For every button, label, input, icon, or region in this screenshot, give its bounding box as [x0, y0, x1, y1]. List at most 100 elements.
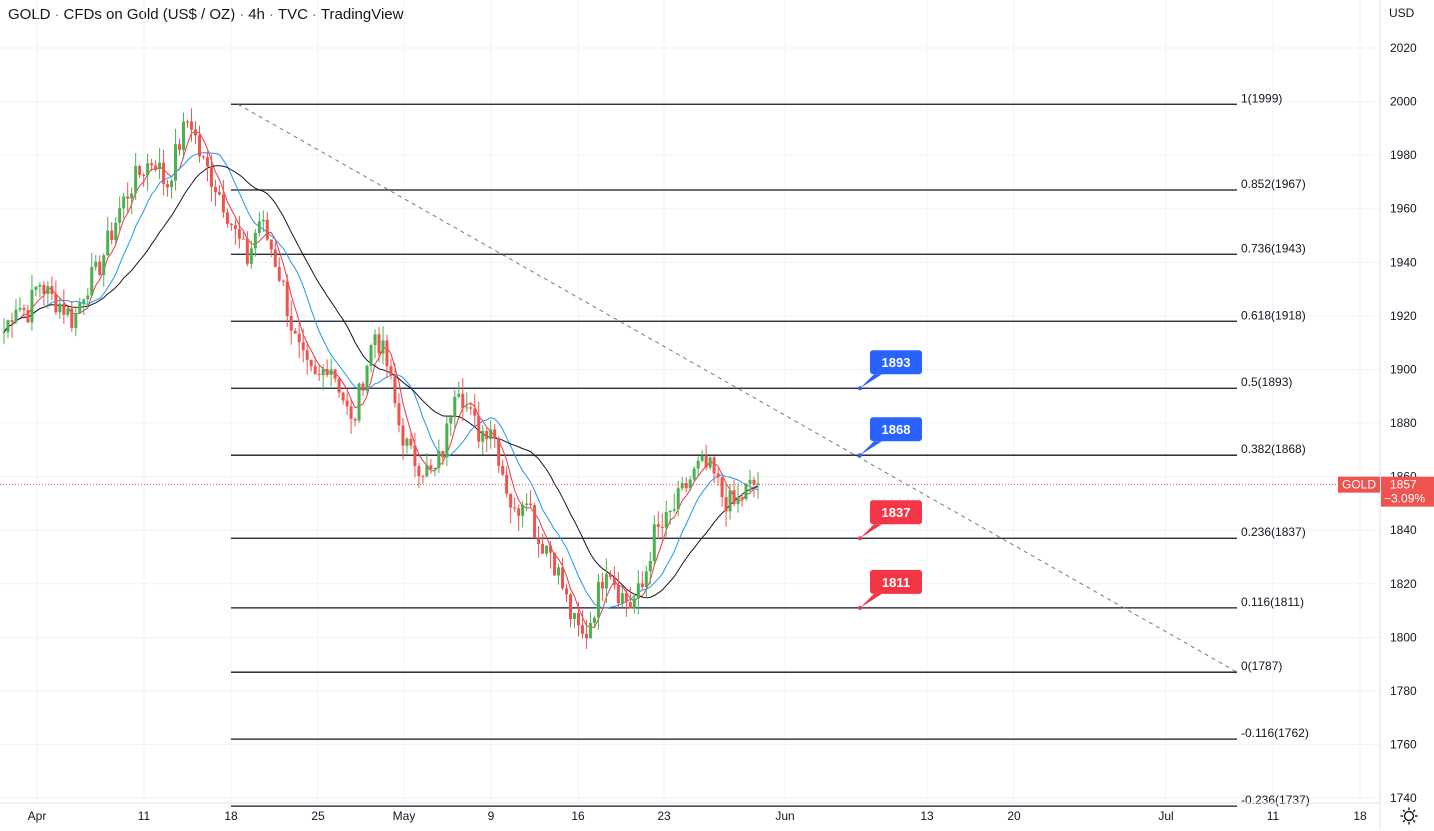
price-tick-label: 1760 [1390, 737, 1417, 751]
price-tick-label: 2020 [1390, 41, 1417, 55]
time-tick-label: 18 [1353, 809, 1367, 823]
candle-body [692, 468, 696, 480]
candle-body [78, 302, 82, 314]
callout-box [870, 417, 922, 442]
candle-body [205, 157, 209, 167]
fib-level-label: 0.236(1837) [1241, 525, 1306, 539]
candle-body [118, 208, 122, 223]
data-source: TradingView [320, 6, 404, 23]
candle-body [393, 375, 397, 404]
callout-pointer [860, 441, 882, 456]
candle-body [190, 121, 194, 130]
candle-body [146, 163, 150, 176]
candle-body [134, 166, 138, 194]
candle-body [26, 310, 30, 323]
candle-body [628, 602, 632, 609]
candle-body [656, 524, 660, 527]
candle-body [221, 194, 225, 213]
candle-body [345, 400, 349, 407]
price-callout: 1868 [858, 417, 922, 458]
chart-title: GOLD · CFDs on Gold (US$ / OZ) · 4h · TVC · Trad… [8, 6, 404, 23]
candle-body [150, 163, 154, 166]
fib-level-label: 0.852(1967) [1241, 177, 1306, 191]
price-tick-label: 1900 [1390, 362, 1417, 376]
callout-box [870, 500, 922, 525]
candle-body [389, 366, 393, 376]
candle-body [632, 598, 636, 609]
candle-body [720, 477, 724, 498]
candle-body [457, 393, 461, 397]
grid [0, 0, 1380, 803]
candle-body [186, 121, 190, 123]
candle-body [225, 212, 229, 224]
candle-body [197, 135, 201, 157]
candle-body [357, 383, 361, 421]
price-tick-label: 1800 [1390, 630, 1417, 644]
candle-body [353, 418, 357, 421]
candle-body [600, 581, 604, 589]
price-tick-label: 1780 [1390, 684, 1417, 698]
candle-body [620, 593, 624, 604]
fib-level-label: 0(1787) [1241, 659, 1282, 673]
candle-body [305, 350, 309, 360]
candle-body [329, 369, 333, 375]
candle-body [576, 613, 580, 626]
candle-body [365, 365, 369, 391]
time-tick-label: 20 [1007, 809, 1021, 823]
candle-body [680, 483, 684, 489]
candle-body [381, 340, 385, 354]
callout-box [870, 350, 922, 375]
fib-level-label: -0.116(1762) [1241, 726, 1309, 740]
settings-icon[interactable] [1399, 806, 1419, 826]
fib-level-label: 0.736(1943) [1241, 241, 1306, 255]
candle-body [616, 584, 620, 604]
symbol-description: CFDs on Gold (US$ / OZ) [63, 6, 236, 23]
callout-anchor [858, 605, 862, 610]
candle-body [588, 622, 592, 639]
candle-body [257, 221, 261, 233]
candle-body [42, 284, 46, 294]
candle-body [752, 479, 756, 485]
candle-body [413, 445, 417, 467]
candle-body [537, 538, 541, 544]
candlesticks [2, 108, 760, 649]
candle-body [497, 437, 501, 466]
candle-body [624, 593, 628, 603]
candle-body [98, 261, 102, 276]
candle-body [708, 457, 712, 468]
candle-body [469, 407, 473, 409]
candle-body [489, 429, 493, 440]
callout-box [870, 569, 922, 594]
candle-body [122, 196, 126, 209]
candle-body [14, 309, 18, 323]
last-price-value: 1857 [1390, 478, 1417, 492]
last-price-value-bg [1381, 476, 1434, 507]
currency-selector[interactable]: USD [1389, 6, 1415, 20]
candle-body [401, 425, 405, 446]
time-tick-label: 25 [311, 809, 325, 823]
interval[interactable]: 4h [248, 6, 265, 23]
candle-body [94, 261, 98, 268]
moving-averages [3, 131, 759, 629]
candle-body [245, 238, 249, 264]
price-tick-label: 1960 [1390, 202, 1417, 216]
candle-body [541, 543, 545, 554]
candle-body [337, 378, 341, 393]
price-callout: 1893 [858, 350, 922, 391]
candle-body [170, 180, 174, 188]
candle-body [684, 483, 688, 489]
candle-body [46, 286, 50, 294]
candle-body [501, 465, 505, 475]
price-tick-label: 1740 [1390, 791, 1417, 805]
candle-body [521, 504, 525, 516]
candle-body [325, 369, 329, 375]
candle-body [568, 594, 572, 620]
candle-body [493, 429, 497, 438]
candle-body [66, 308, 70, 315]
candle-body [174, 144, 178, 181]
candle-body [313, 366, 317, 374]
candle-body [417, 466, 421, 477]
candle-body [10, 320, 14, 323]
